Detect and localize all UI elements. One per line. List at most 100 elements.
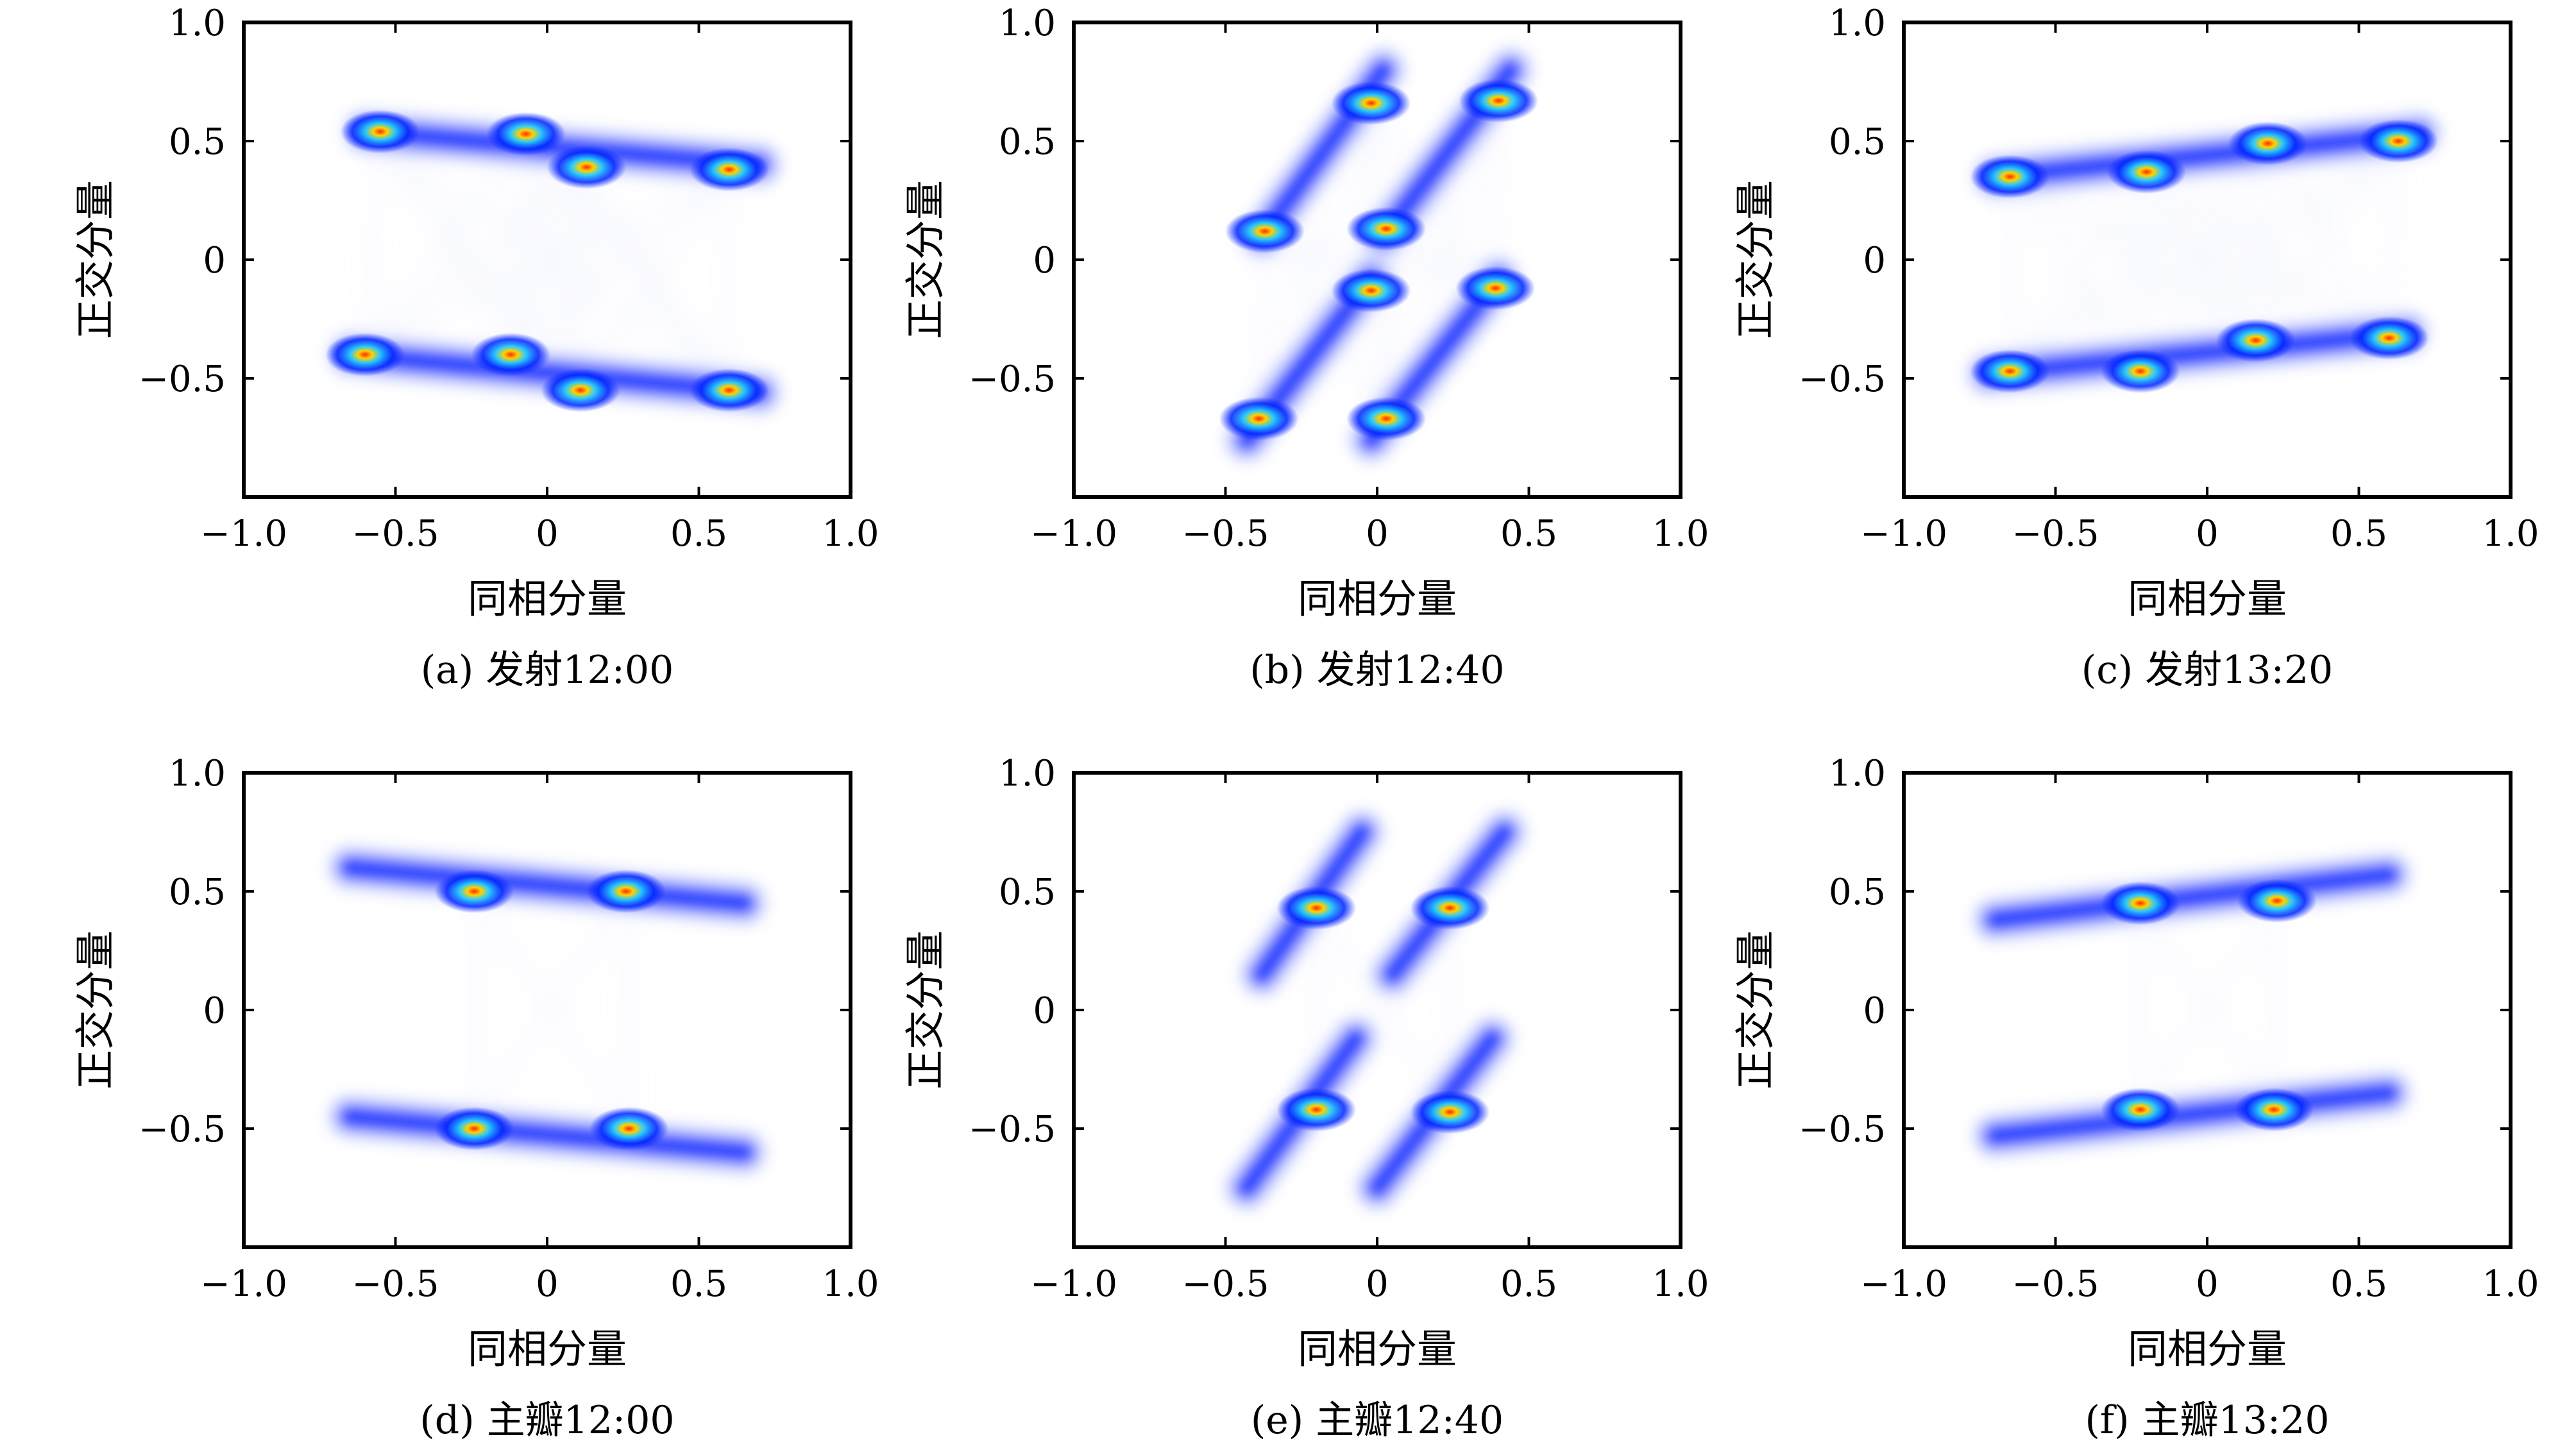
transition-haze bbox=[362, 129, 733, 393]
y-tick-label: 1.0 bbox=[169, 3, 226, 44]
density-peak bbox=[1970, 155, 2050, 199]
x-tick-label: 1.0 bbox=[1652, 1263, 1709, 1305]
y-tick-label: 1.0 bbox=[1829, 3, 1886, 44]
plot-area bbox=[327, 845, 767, 1175]
density-peak bbox=[2106, 150, 2187, 194]
density-peak bbox=[1224, 209, 1305, 253]
streak-band bbox=[1977, 321, 2419, 385]
x-tick-label: 0.5 bbox=[1500, 1263, 1557, 1305]
subplot-caption: (c) 发射13:20 bbox=[2081, 648, 2333, 693]
density-peak bbox=[541, 368, 621, 412]
subplot-b: −1.0 −0.5 0 0.5 1.0 1.0 0.5 0 −0.5 同相分量 正交分量 (b) 发射… bbox=[902, 3, 1709, 693]
plot-area bbox=[325, 109, 783, 416]
x-axis-label: 同相分量 bbox=[2128, 1325, 2287, 1372]
x-axis-label: 同相分量 bbox=[1298, 575, 1457, 622]
streak-band bbox=[1983, 863, 2401, 932]
x-tick-label: 0.5 bbox=[670, 1263, 727, 1305]
density-peak bbox=[325, 333, 405, 376]
transition-trace bbox=[2385, 140, 2402, 339]
density-peak bbox=[471, 333, 551, 376]
density-peak bbox=[689, 368, 769, 412]
density-peak bbox=[486, 112, 566, 156]
density-peak bbox=[2234, 1088, 2314, 1132]
subplot-f: −1.0 −0.5 0 0.5 1.0 1.0 0.5 0 −0.5 同相分量 正交分量 (f) 主瓣… bbox=[1732, 753, 2539, 1439]
transition-trace bbox=[577, 167, 732, 392]
density-peak bbox=[2216, 318, 2296, 362]
subplot-c: −1.0 −0.5 0 0.5 1.0 1.0 0.5 0 −0.5 同相分量 正交分量 (c) 发射… bbox=[1732, 3, 2539, 693]
density-peak bbox=[547, 145, 627, 189]
x-tick-label: −0.5 bbox=[352, 513, 439, 555]
transition-trace bbox=[362, 131, 529, 357]
x-tick-label: 1.0 bbox=[2482, 1263, 2539, 1305]
streak-band bbox=[353, 120, 772, 176]
plot-area bbox=[1972, 852, 2412, 1159]
transition-trace bbox=[2137, 899, 2280, 1112]
y-axis-label: 正交分量 bbox=[1732, 930, 1779, 1090]
y-tick-label: 0.5 bbox=[169, 121, 226, 163]
density-peak bbox=[434, 870, 514, 913]
subplot-caption: (b) 发射12:40 bbox=[1250, 648, 1504, 693]
density-peak bbox=[2100, 881, 2180, 925]
y-tick-label: 0 bbox=[1033, 990, 1056, 1032]
y-tick-label: −0.5 bbox=[1799, 358, 1886, 400]
x-tick-label: 1.0 bbox=[2482, 513, 2539, 555]
transition-haze bbox=[471, 889, 632, 1131]
x-tick-label: 0 bbox=[2196, 513, 2219, 555]
x-tick-label: −1.0 bbox=[1030, 1263, 1117, 1305]
transition-trace bbox=[362, 131, 384, 355]
x-tick-label: 0.5 bbox=[2330, 513, 2387, 555]
x-tick-label: 0 bbox=[536, 1263, 559, 1305]
x-tick-label: −0.5 bbox=[1182, 1263, 1269, 1305]
x-tick-label: −0.5 bbox=[2012, 513, 2099, 555]
y-tick-label: 0 bbox=[1863, 990, 1886, 1032]
density-peak bbox=[1970, 349, 2050, 393]
density-peak bbox=[434, 1107, 514, 1150]
x-tick-label: 0.5 bbox=[1500, 513, 1557, 555]
subplot-a: −1.0 −0.5 0 0.5 1.0 1.0 0.5 0 −0.5 同相分量 正交分量 (a) 发射… bbox=[72, 3, 879, 693]
streak-band bbox=[338, 856, 756, 915]
transition-trace bbox=[577, 167, 590, 391]
y-tick-label: −0.5 bbox=[139, 1109, 226, 1150]
x-tick-label: 0.5 bbox=[2330, 1263, 2387, 1305]
x-tick-label: 0 bbox=[1366, 513, 1389, 555]
y-axis-label: 正交分量 bbox=[902, 180, 949, 339]
plot-area bbox=[1966, 111, 2443, 396]
x-tick-label: −1.0 bbox=[200, 513, 287, 555]
plot-area bbox=[1219, 47, 1539, 463]
density-peak bbox=[1219, 396, 1299, 441]
density-peak bbox=[2237, 879, 2317, 923]
density-peak bbox=[2100, 349, 2180, 393]
transition-trace bbox=[507, 133, 529, 355]
transition-trace bbox=[2252, 143, 2271, 341]
transition-trace bbox=[363, 166, 731, 358]
plot-area bbox=[1224, 809, 1527, 1211]
density-peak bbox=[2349, 316, 2429, 360]
y-tick-label: 0.5 bbox=[999, 121, 1056, 163]
x-axis-label: 同相分量 bbox=[468, 1325, 627, 1372]
subplot-caption: (a) 发射12:00 bbox=[421, 648, 674, 693]
transition-trace bbox=[2253, 139, 2402, 342]
density-peak bbox=[1346, 206, 1427, 251]
y-axis-label: 正交分量 bbox=[72, 930, 119, 1090]
x-tick-label: 0.5 bbox=[670, 513, 727, 555]
y-tick-label: 1.0 bbox=[999, 753, 1056, 795]
subplot-caption: (e) 主瓣12:40 bbox=[1251, 1398, 1504, 1439]
x-tick-label: 0 bbox=[2196, 1263, 2219, 1305]
transition-trace bbox=[509, 167, 732, 357]
y-axis-label: 正交分量 bbox=[72, 180, 119, 339]
x-tick-label: −0.5 bbox=[1182, 513, 1269, 555]
y-tick-label: 0 bbox=[203, 990, 226, 1032]
transition-haze bbox=[2006, 138, 2402, 374]
density-peak bbox=[586, 870, 666, 913]
density-peak bbox=[1410, 1090, 1490, 1134]
subplot-d: −1.0 −0.5 0 0.5 1.0 1.0 0.5 0 −0.5 同相分量 正交分量 (d) 主瓣… bbox=[72, 753, 879, 1439]
density-peak bbox=[1276, 1088, 1357, 1132]
density-peak bbox=[589, 1107, 669, 1150]
streak-band bbox=[338, 1105, 756, 1164]
x-axis-label: 同相分量 bbox=[1298, 1325, 1457, 1372]
y-tick-label: 0 bbox=[203, 240, 226, 282]
transition-trace bbox=[2271, 900, 2280, 1110]
subplot-e: −1.0 −0.5 0 0.5 1.0 1.0 0.5 0 −0.5 同相分量 正交分量 (e) 主瓣… bbox=[902, 753, 1709, 1439]
x-tick-label: 0 bbox=[536, 513, 559, 555]
density-peak bbox=[2228, 121, 2308, 165]
